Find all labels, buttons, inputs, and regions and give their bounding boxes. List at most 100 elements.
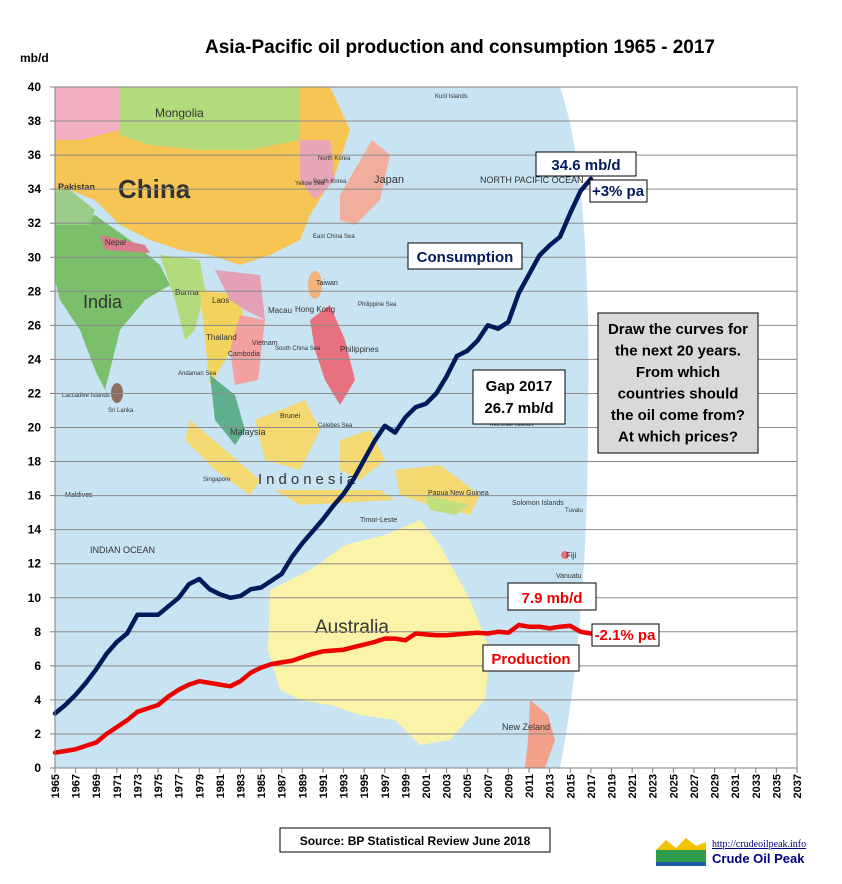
x-tick-label: 2005	[462, 774, 474, 798]
x-tick-label: 2037	[792, 774, 804, 798]
y-tick-label: 0	[34, 761, 41, 775]
y-tick-label: 36	[28, 148, 42, 162]
y-tick-label: 16	[28, 489, 42, 503]
map-label-marshall: Marshall Islands	[490, 422, 533, 428]
y-tick-label: 12	[28, 557, 42, 571]
production-growth: -2.1% pa	[595, 627, 657, 644]
map-label-philippine-sea: Philippine Sea	[358, 302, 397, 308]
map-label-philippines: Philippines	[340, 345, 379, 354]
production-value-box	[507, 582, 597, 611]
map-label-mongolia: Mongolia	[155, 106, 204, 120]
y-tick-label: 20	[28, 421, 42, 435]
x-tick-label: 1989	[297, 774, 309, 798]
consumption-value: 34.6 mb/d	[551, 157, 620, 174]
y-tick-label: 4	[34, 693, 41, 707]
y-tick-label: 18	[28, 455, 42, 469]
x-axis-ticks: 1965 1967 1969 1971 1973 1975 1977 1979 1981 1983…	[50, 768, 804, 798]
x-tick-label: 1973	[132, 774, 144, 798]
map-label-pakistan: Pakistan	[58, 182, 95, 192]
x-tick-label: 2029	[710, 774, 722, 798]
x-tick-label: 2035	[771, 774, 783, 798]
x-tick-label: 1969	[91, 774, 103, 798]
gap-box	[472, 369, 566, 425]
x-tick-label: 1985	[256, 774, 268, 798]
map-label-andaman-sea: Andaman Sea	[178, 371, 217, 377]
map-label-brunei: Brunei	[280, 413, 301, 420]
x-tick-label: 2021	[627, 774, 639, 798]
x-tick-label: 1981	[215, 774, 227, 798]
consumption-label: Consumption	[417, 249, 514, 266]
series-line-consumption	[52, 176, 594, 716]
map-label-indonesia: Indonesia	[258, 471, 359, 488]
logo-graphic	[656, 850, 706, 864]
consumption-label-box	[407, 242, 523, 270]
map-label-hong-kong: Hong Kong	[295, 305, 335, 314]
x-tick-label: 2033	[751, 774, 763, 798]
map-label-celebes-sea: Celebes Sea	[318, 423, 353, 429]
plot-border	[54, 86, 798, 769]
y-tick-label: 2	[34, 727, 41, 741]
map-label-singapore: Singapore	[203, 477, 231, 483]
source-box	[279, 827, 551, 853]
map-label-solomon: Solomon Islands	[512, 500, 564, 507]
production-growth-box	[591, 623, 660, 647]
map-label-burma: Burma	[175, 288, 199, 297]
question-line: At which prices?	[618, 429, 738, 446]
x-tick-label: 1999	[400, 774, 412, 798]
map-label-vanuatu: Vanuatu	[556, 573, 582, 580]
x-tick-label: 2001	[421, 774, 433, 798]
logo-peaks	[656, 838, 706, 850]
map-label-south-korea: South Korea	[313, 179, 347, 185]
map-label-kuril: Kuril Islands	[435, 94, 468, 100]
y-tick-label: 34	[28, 182, 42, 196]
x-tick-label: 2003	[442, 774, 454, 798]
y-tick-label: 24	[28, 352, 42, 366]
y-tick-label: 10	[28, 591, 42, 605]
question-line: Draw the curves for	[608, 321, 748, 338]
map-label-north-korea: North Korea	[318, 156, 351, 162]
x-tick-label: 1967	[71, 774, 83, 798]
x-tick-label: 1987	[277, 774, 289, 798]
consumption-value-box	[535, 151, 637, 177]
x-tick-label: 1971	[112, 774, 124, 798]
question-lines: Draw the curves for the next 20 years. Fro…	[608, 321, 748, 446]
map-label-yellow-sea: Yellow Sea	[295, 181, 325, 187]
y-axis-unit: mb/d	[20, 51, 49, 65]
x-tick-label: 1979	[194, 774, 206, 798]
y-tick-label: 28	[28, 284, 42, 298]
x-tick-label: 2025	[668, 774, 680, 798]
gap-line2: 26.7 mb/d	[484, 400, 553, 417]
map-label-nepal: Nepal	[105, 238, 126, 247]
y-tick-label: 38	[28, 114, 42, 128]
x-tick-label: 2007	[483, 774, 495, 798]
consumption-growth-box	[589, 179, 648, 203]
map-label-laos: Laos	[212, 296, 229, 305]
x-tick-label: 1965	[50, 774, 62, 798]
map-label-tuvalu: Tuvalu	[565, 508, 583, 514]
map-label-malaysia: Malaysia	[230, 427, 266, 437]
production-value: 7.9 mb/d	[522, 590, 583, 607]
x-tick-label: 2019	[607, 774, 619, 798]
map-label-taiwan: Taiwan	[316, 280, 338, 287]
logo-name: Crude Oil Peak	[712, 851, 805, 866]
map-label-australia: Australia	[315, 617, 389, 638]
chart-title: Asia-Pacific oil production and consumpt…	[205, 37, 715, 58]
annotations: 34.6 mb/d +3% pa Consumption Gap 2017 26…	[407, 151, 759, 672]
map-label-japan: Japan	[374, 174, 404, 186]
question-line: the oil come from?	[611, 407, 745, 424]
map-label-macau: Macau	[268, 306, 292, 315]
gap-line1: Gap 2017	[486, 378, 553, 395]
source-text: Source: BP Statistical Review June 2018	[300, 834, 531, 848]
question-box	[597, 312, 759, 454]
y-tick-label: 8	[34, 625, 41, 639]
x-tick-label: 2017	[586, 774, 598, 798]
y-tick-label: 30	[28, 250, 42, 264]
map-label-laccadive: Laccadive Islands	[62, 393, 110, 399]
map-label-india: India	[83, 292, 123, 312]
map-label-thailand: Thailand	[206, 333, 237, 342]
map-label-east-china-sea: East China Sea	[313, 234, 355, 240]
question-line: countries should	[618, 386, 739, 403]
series-line-production	[52, 622, 594, 755]
consumption-growth: +3% pa	[592, 183, 645, 200]
